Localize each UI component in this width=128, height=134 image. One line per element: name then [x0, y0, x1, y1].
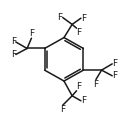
Text: F: F: [81, 14, 86, 23]
Text: F: F: [112, 59, 117, 68]
Text: F: F: [29, 29, 34, 38]
Text: F: F: [60, 105, 65, 114]
Text: F: F: [77, 28, 82, 37]
Text: F: F: [81, 96, 86, 105]
Text: F: F: [93, 79, 98, 89]
Text: F: F: [11, 50, 16, 59]
Text: F: F: [11, 38, 16, 46]
Text: F: F: [58, 13, 63, 22]
Text: F: F: [77, 82, 82, 91]
Text: F: F: [112, 71, 117, 80]
